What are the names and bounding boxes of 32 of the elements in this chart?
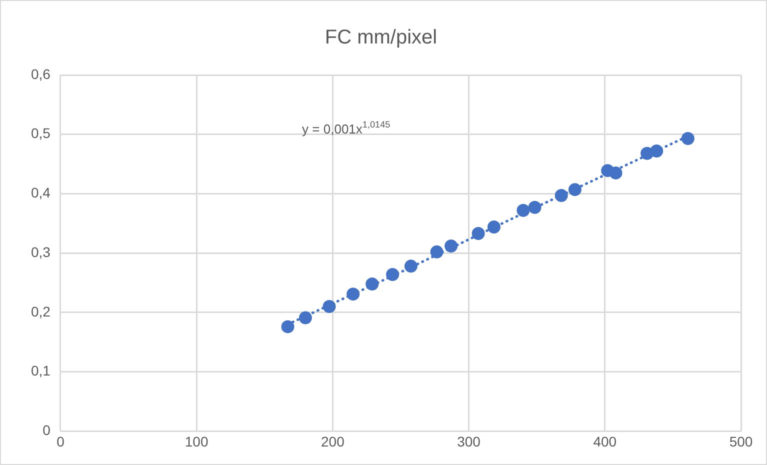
x-tick-label: 0 — [56, 433, 65, 450]
point — [322, 300, 336, 314]
x-tick-label: 400 — [593, 433, 617, 450]
point — [298, 311, 312, 324]
x-tick-label: 200 — [320, 433, 345, 450]
x-tick-label: 300 — [457, 433, 481, 450]
point — [650, 144, 664, 158]
point — [472, 227, 485, 240]
y-tick-label: 0,1 — [30, 362, 51, 379]
point — [487, 220, 500, 234]
point — [366, 277, 379, 290]
y-tick-label: 0 — [42, 422, 51, 438]
point — [568, 183, 582, 196]
x-tick-label: 500 — [729, 433, 753, 450]
y-tick-label: 0,6 — [30, 66, 51, 82]
point — [281, 320, 294, 334]
x-tick-label: 100 — [184, 433, 208, 450]
y-tick-label: 0,5 — [30, 125, 51, 142]
point — [516, 204, 530, 217]
point — [430, 245, 444, 258]
y-tick-label: 0,3 — [30, 244, 51, 260]
point — [609, 166, 622, 180]
point — [554, 189, 568, 202]
point — [404, 260, 418, 273]
point — [346, 288, 360, 301]
point — [444, 239, 458, 252]
y-tick-label: 0,2 — [30, 303, 51, 320]
point — [386, 268, 400, 281]
chart-title: FC mm/pixel — [324, 26, 438, 49]
point — [681, 132, 694, 146]
y-tick-label: 0,4 — [30, 184, 51, 201]
point — [528, 200, 542, 214]
